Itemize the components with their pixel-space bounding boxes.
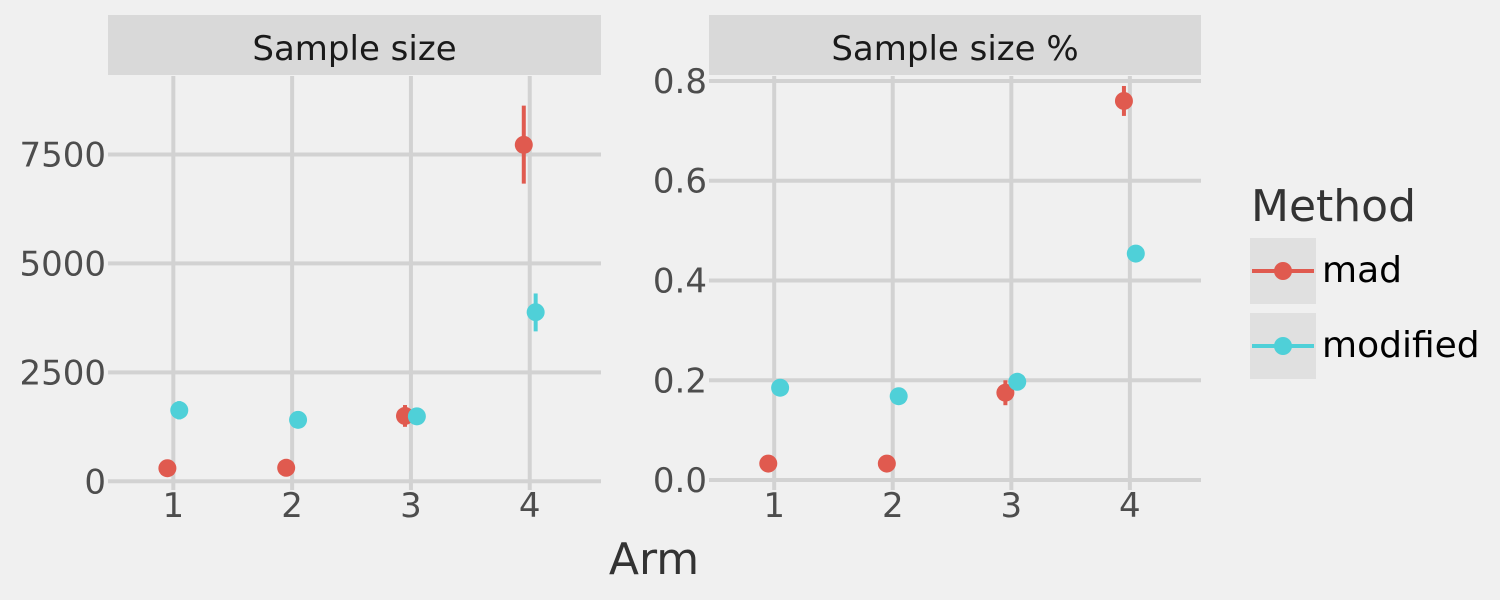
point-mad bbox=[759, 454, 778, 473]
y-tick-label: 2500 bbox=[19, 353, 106, 393]
legend-label-mad: mad bbox=[1322, 250, 1402, 291]
x-tick-label: 1 bbox=[763, 486, 785, 526]
legend-title: Method bbox=[1251, 181, 1416, 232]
x-tick-label: 1 bbox=[163, 486, 185, 526]
legend-item-mad: mad bbox=[1250, 238, 1402, 304]
point-mad bbox=[514, 135, 533, 154]
y-tick-label: 0.4 bbox=[653, 262, 707, 302]
point-modified bbox=[407, 407, 426, 426]
grid-lines bbox=[709, 76, 1201, 490]
point-mad bbox=[1114, 91, 1133, 110]
x-tick-label: 4 bbox=[1119, 486, 1141, 526]
point-modified bbox=[289, 410, 308, 429]
point-mad bbox=[877, 454, 896, 473]
point-modified bbox=[889, 387, 908, 406]
point-mad bbox=[996, 383, 1015, 402]
y-tick-label: 0 bbox=[84, 462, 106, 502]
point-mad bbox=[277, 458, 296, 477]
y-tick-labels: 0.0 0.2 0.4 0.6 0.8 bbox=[653, 62, 707, 501]
x-tick-label: 2 bbox=[882, 486, 904, 526]
x-tick-label: 3 bbox=[1000, 486, 1022, 526]
x-tick-labels: 1 2 3 4 bbox=[763, 486, 1140, 526]
y-tick-label: 7500 bbox=[19, 135, 106, 175]
point-modified bbox=[771, 378, 790, 397]
y-tick-label: 0.8 bbox=[653, 62, 707, 102]
point-modified bbox=[170, 401, 189, 420]
panel-title: Sample size % bbox=[831, 29, 1078, 69]
x-tick-label: 3 bbox=[400, 486, 422, 526]
x-axis-title: Arm bbox=[609, 534, 699, 585]
point-modified bbox=[526, 303, 545, 322]
legend: Method mad modified bbox=[1250, 181, 1480, 379]
y-tick-labels: 0 2500 5000 7500 bbox=[19, 135, 106, 502]
x-tick-labels: 1 2 3 4 bbox=[163, 486, 541, 526]
legend-label-modified: modified bbox=[1322, 325, 1480, 366]
point-modified bbox=[1126, 244, 1145, 263]
panel-title: Sample size bbox=[252, 29, 456, 69]
y-tick-label: 0.0 bbox=[653, 461, 707, 501]
y-tick-label: 5000 bbox=[19, 244, 106, 284]
point-mad bbox=[158, 459, 177, 478]
point-modified bbox=[1008, 372, 1027, 391]
grid-lines bbox=[108, 76, 601, 490]
legend-key-dot bbox=[1274, 262, 1292, 280]
x-tick-label: 2 bbox=[281, 486, 303, 526]
strip-background bbox=[709, 15, 1201, 75]
legend-item-modified: modified bbox=[1250, 313, 1480, 379]
y-tick-label: 0.2 bbox=[653, 361, 707, 401]
panel-sample-size-pct: Sample size % 0.0 0.2 0.4 0.6 0.8 1 2 3 4 bbox=[653, 15, 1201, 526]
legend-key-dot bbox=[1274, 337, 1292, 355]
data-marks bbox=[759, 85, 1145, 473]
data-marks bbox=[158, 105, 545, 478]
panel-sample-size: Sample size 0 2500 5000 7500 1 2 3 4 bbox=[19, 15, 601, 526]
y-tick-label: 0.6 bbox=[653, 162, 707, 202]
strip-background bbox=[108, 15, 601, 75]
x-tick-label: 4 bbox=[519, 486, 541, 526]
